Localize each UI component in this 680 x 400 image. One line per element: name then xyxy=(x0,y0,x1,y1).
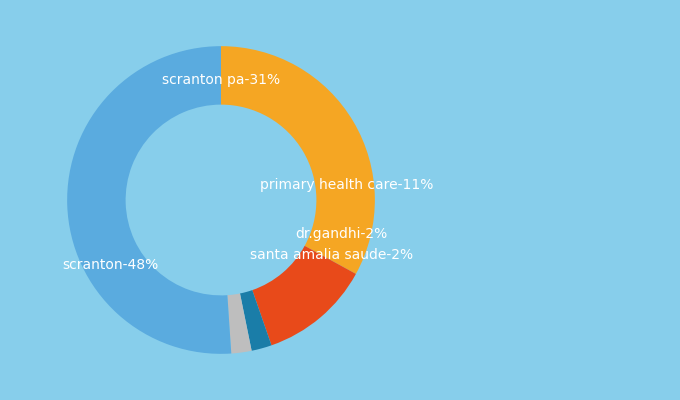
Wedge shape xyxy=(240,290,271,351)
Text: scranton pa-31%: scranton pa-31% xyxy=(162,73,280,87)
Text: primary health care-11%: primary health care-11% xyxy=(260,178,434,192)
Wedge shape xyxy=(227,294,252,354)
Wedge shape xyxy=(221,46,375,274)
Text: santa amalia saude-2%: santa amalia saude-2% xyxy=(250,248,413,262)
Text: dr.gandhi-2%: dr.gandhi-2% xyxy=(295,227,387,241)
Wedge shape xyxy=(252,246,356,345)
Text: scranton-48%: scranton-48% xyxy=(62,258,158,272)
Wedge shape xyxy=(67,46,231,354)
